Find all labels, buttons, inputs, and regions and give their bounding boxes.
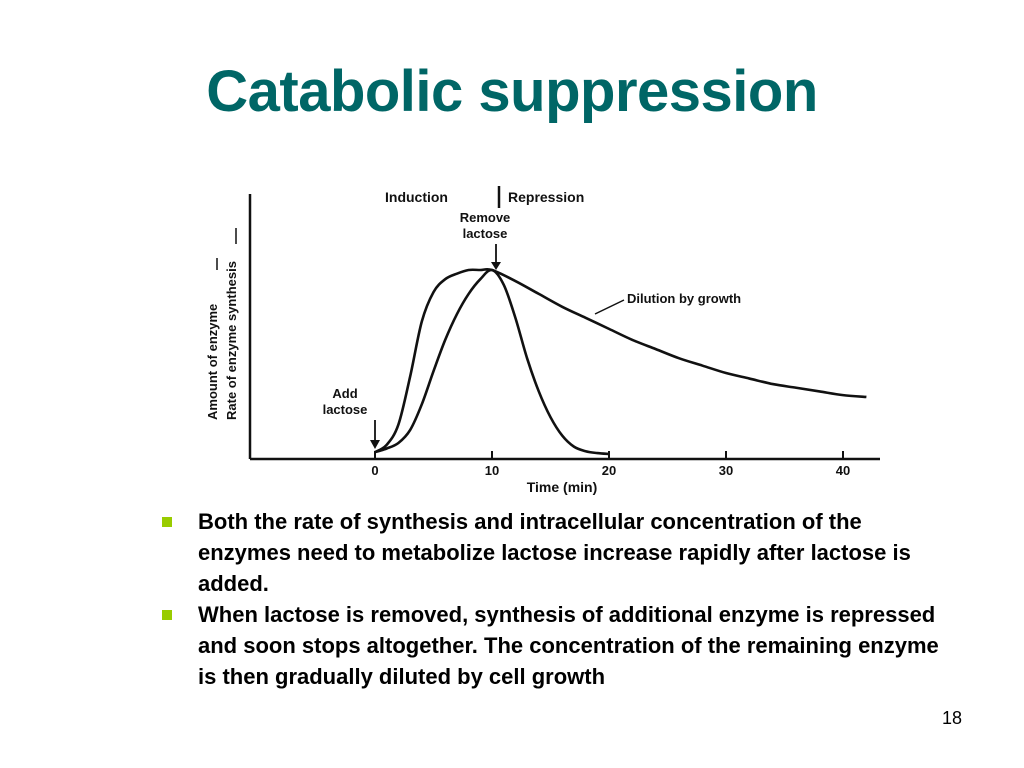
slide-title: Catabolic suppression xyxy=(206,59,818,124)
annotation-remove-lactose-line1: Remove xyxy=(460,210,511,225)
x-tick-label: 30 xyxy=(719,463,733,478)
series-layer xyxy=(374,267,867,456)
bullet-list: Both the rate of synthesis and intracell… xyxy=(160,506,950,692)
annotation-add-lactose-line2: lactose xyxy=(323,402,368,417)
annotation-add-lactose-line1: Add xyxy=(332,386,357,401)
annotation-remove-lactose-line2: lactose xyxy=(463,226,508,241)
series-line-amount-of-enzyme xyxy=(374,267,867,454)
x-axis-label: Time (min) xyxy=(527,479,598,495)
page-number: 18 xyxy=(941,708,962,728)
x-tick-label: 10 xyxy=(485,463,499,478)
x-tick-label: 40 xyxy=(836,463,850,478)
y-axis-label-secondary: Rate of enzyme synthesis xyxy=(224,261,239,420)
bullet-square-icon xyxy=(162,517,172,527)
y-axis-label: Amount of enzyme xyxy=(205,304,220,420)
dilution-leader-line xyxy=(594,299,625,315)
bullet-text: When lactose is removed, synthesis of ad… xyxy=(198,602,939,689)
annotation-dilution-by-growth: Dilution by growth xyxy=(627,291,741,306)
phase-label-repression: Repression xyxy=(508,189,584,205)
series-line-rate-of-synthesis xyxy=(374,268,610,456)
enzyme-induction-chart: Amount of enzyme Rate of enzyme synthesi… xyxy=(205,186,880,495)
x-tick-label: 0 xyxy=(371,463,378,478)
bullet-square-icon xyxy=(162,610,172,620)
phase-label-induction: Induction xyxy=(385,189,448,205)
x-tick-label: 20 xyxy=(602,463,616,478)
bullet-item: Both the rate of synthesis and intracell… xyxy=(160,506,950,599)
tick-layer: 0 10 20 30 40 xyxy=(371,451,850,478)
add-lactose-arrowhead xyxy=(370,440,380,449)
bullet-item: When lactose is removed, synthesis of ad… xyxy=(160,599,950,692)
bullet-text: Both the rate of synthesis and intracell… xyxy=(198,509,911,596)
remove-lactose-arrowhead xyxy=(491,262,501,270)
